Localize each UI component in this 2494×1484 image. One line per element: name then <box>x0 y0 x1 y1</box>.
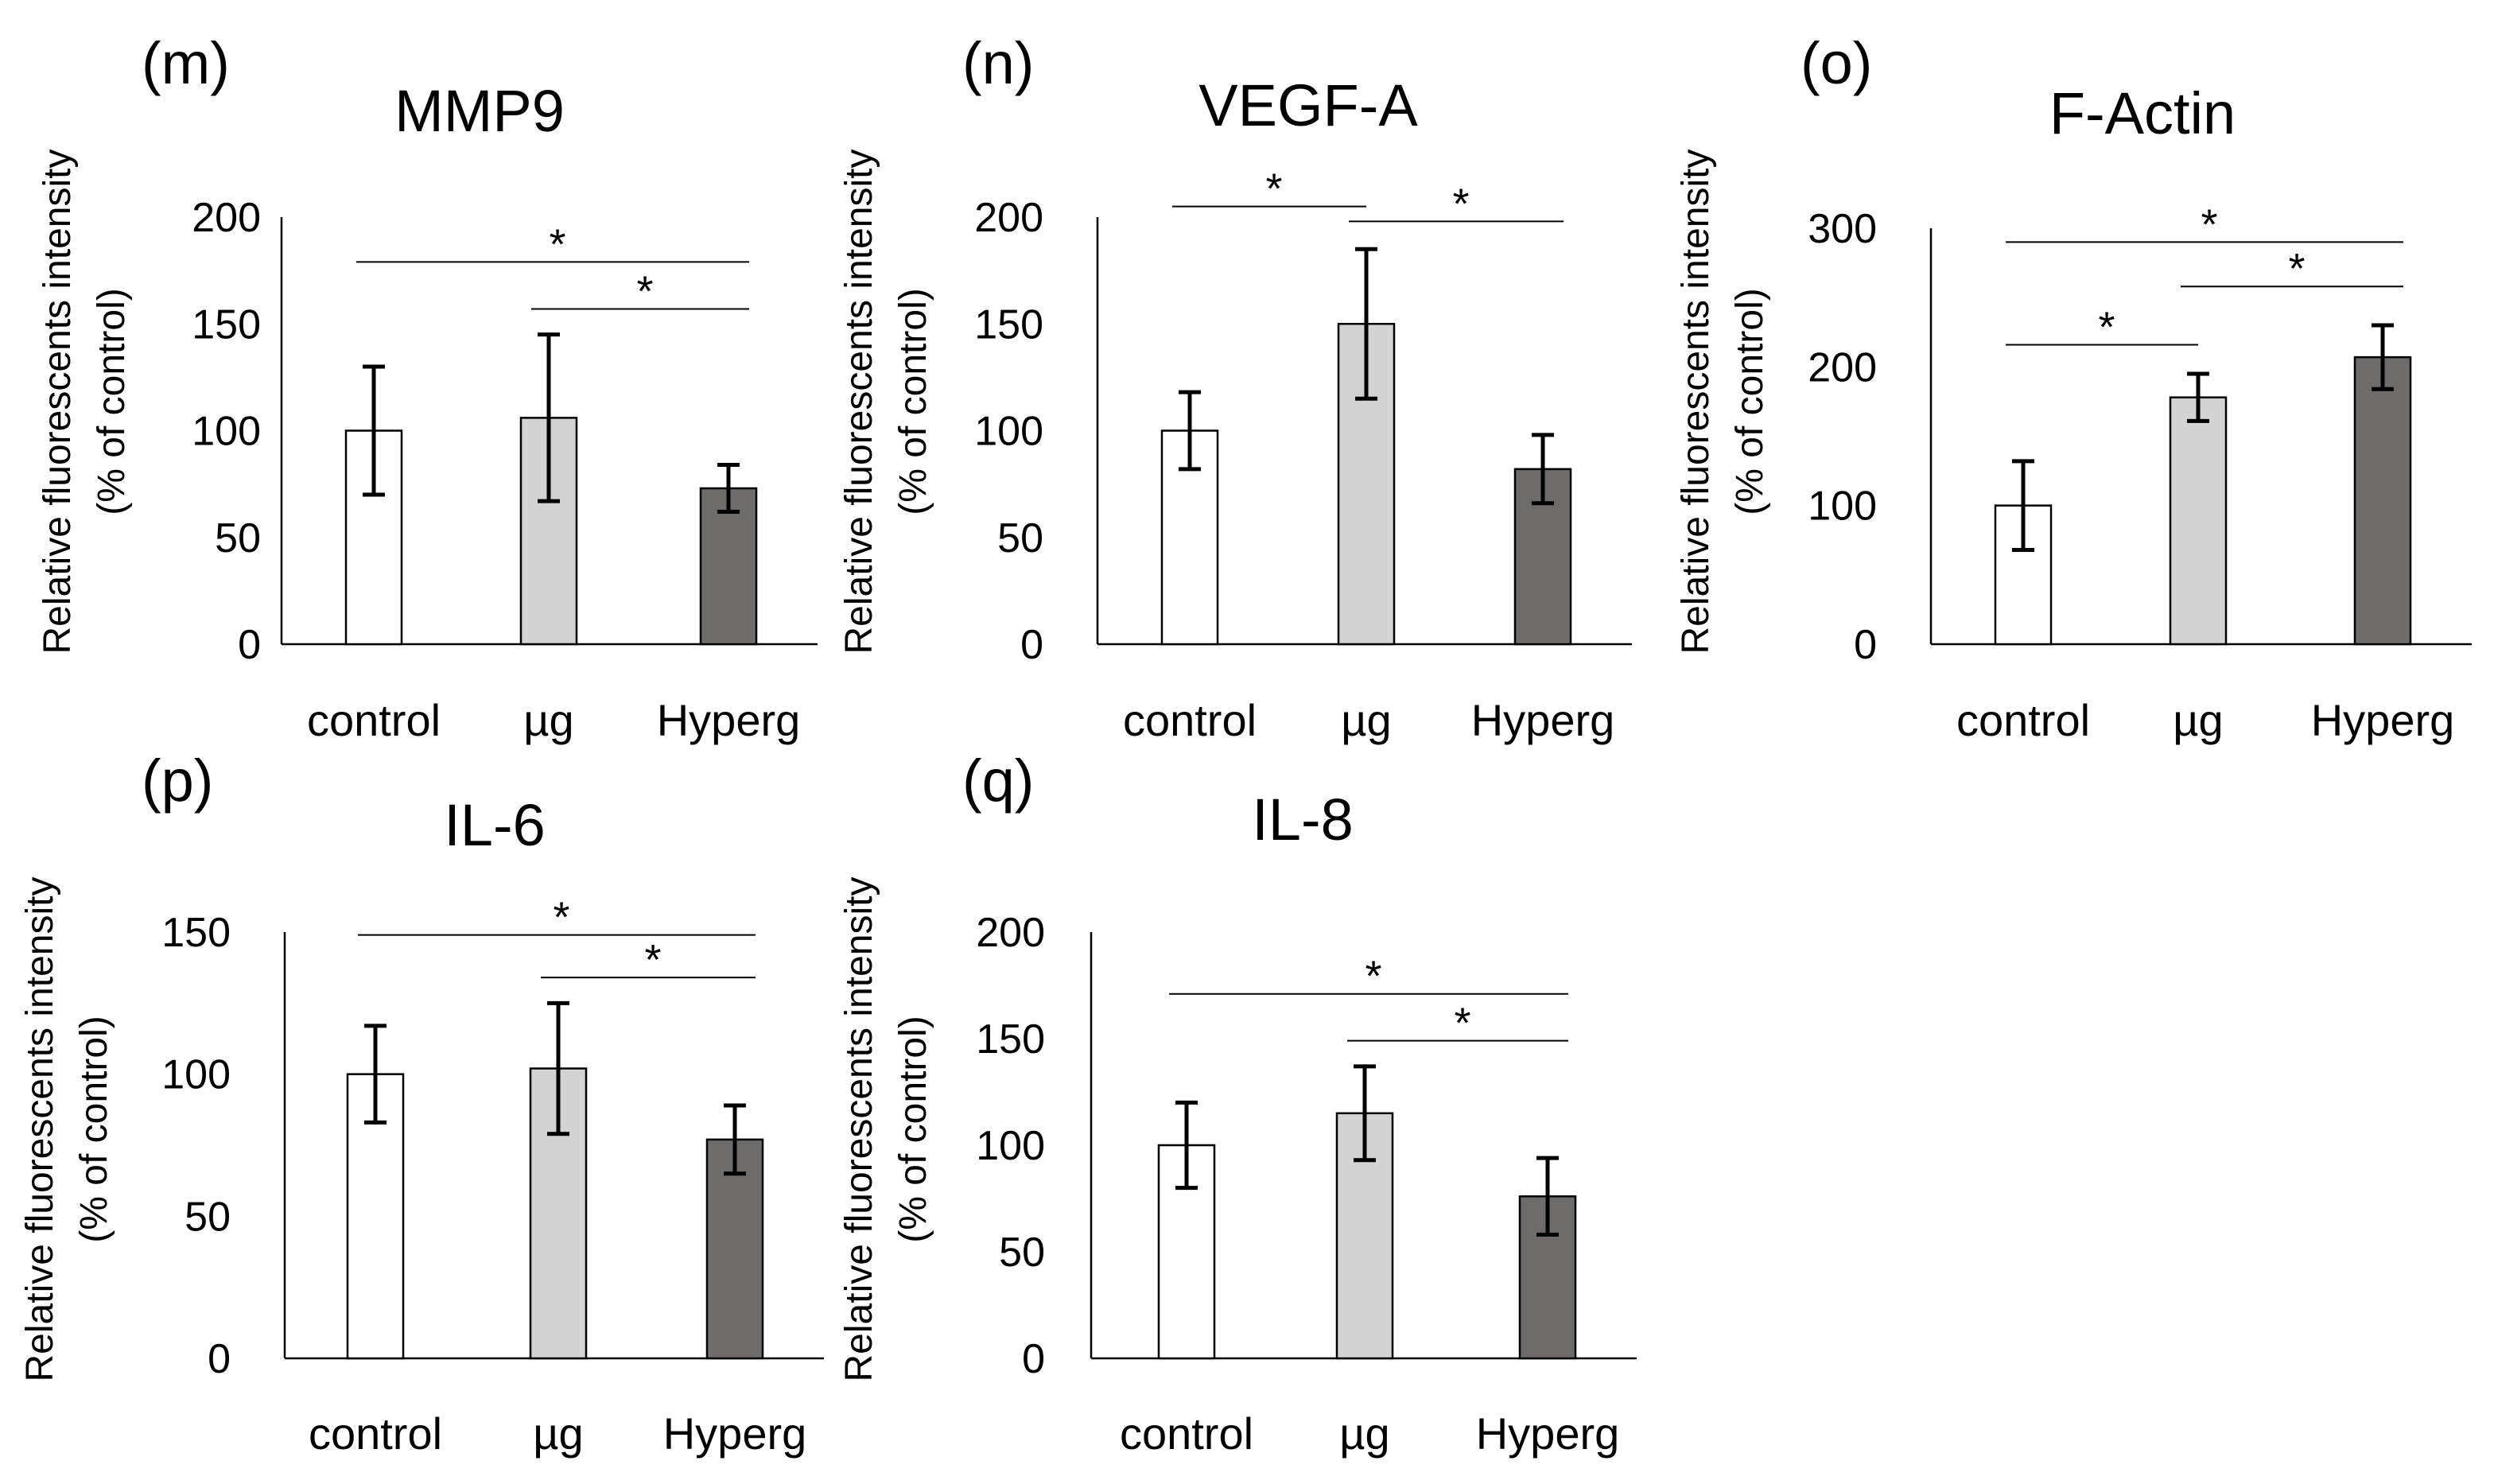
y-tick-label: 0 <box>1020 622 1043 668</box>
y-tick-label: 200 <box>1808 344 1877 390</box>
chart-panel-2: (n) VEGF-A Relative fluorescents intensity… <box>838 30 1632 745</box>
y-axis-label-unit: (% of control) <box>73 1016 115 1242</box>
x-tick-label: µg <box>1339 1408 1389 1459</box>
y-axis-label: Relative fluorescents intensity <box>1675 150 1717 655</box>
y-tick-label: 150 <box>161 910 231 956</box>
chart-panel-1: (m) MMP9 Relative fluorescents intensity (%… <box>37 30 818 745</box>
significance-star: * <box>2201 200 2217 248</box>
panel-label: (q) <box>962 748 1034 814</box>
bar-control <box>1994 504 2053 646</box>
significance-star: * <box>2098 303 2115 351</box>
x-tick-label: µg <box>2173 695 2223 745</box>
bar-Hyperg <box>2353 355 2412 646</box>
x-tick-label: Hyperg <box>657 695 801 745</box>
y-tick-label: 0 <box>238 622 261 668</box>
chart-title: MMP9 <box>394 78 565 144</box>
x-tick-label: control <box>1956 695 2090 745</box>
y-tick-label: 0 <box>1022 1336 1045 1382</box>
significance-star: * <box>1365 953 1381 1000</box>
chart-panel-5: (q) IL-8 Relative fluorescents intensity (%… <box>838 748 1637 1459</box>
panel-label: (o) <box>1801 30 1872 96</box>
bar-µg <box>519 417 578 646</box>
x-tick-label: control <box>1120 1408 1253 1459</box>
x-tick-label: control <box>309 1408 442 1459</box>
y-axis-label-unit: (% of control) <box>892 288 934 515</box>
x-tick-label: control <box>307 695 441 745</box>
y-tick-label: 200 <box>192 195 261 241</box>
y-tick-label: 100 <box>192 409 261 455</box>
chart-title: IL-6 <box>444 792 546 858</box>
panel-label: (p) <box>142 748 213 814</box>
bar-µg <box>2169 396 2228 646</box>
y-tick-label: 150 <box>976 1016 1045 1062</box>
y-tick-label: 50 <box>215 515 261 561</box>
y-axis-label-unit: (% of control) <box>91 288 133 515</box>
y-tick-label: 200 <box>974 195 1043 241</box>
chart-title: IL-8 <box>1252 787 1354 853</box>
y-tick-label: 50 <box>185 1194 231 1240</box>
x-tick-label: µg <box>1341 695 1391 745</box>
y-tick-label: 300 <box>1808 206 1877 252</box>
chart-panel-3: (o) F-Actin Relative fluorescents intensit… <box>1675 30 2472 745</box>
significance-star: * <box>644 936 661 984</box>
y-tick-label: 150 <box>192 301 261 348</box>
y-axis-label: Relative fluorescents intensity <box>838 877 880 1382</box>
y-tick-label: 100 <box>161 1052 231 1098</box>
y-tick-label: 0 <box>1854 622 1877 668</box>
y-tick-label: 50 <box>997 515 1043 561</box>
significance-star: * <box>1452 180 1469 227</box>
y-tick-label: 0 <box>208 1336 231 1382</box>
x-tick-label: Hyperg <box>663 1408 807 1459</box>
y-tick-label: 50 <box>999 1230 1045 1276</box>
panel-label: (n) <box>962 30 1034 96</box>
significance-star: * <box>1265 165 1282 213</box>
y-axis-label-unit: (% of control) <box>1729 288 1771 515</box>
x-tick-label: µg <box>533 1408 583 1459</box>
significance-star: * <box>549 220 565 268</box>
x-tick-label: µg <box>523 695 573 745</box>
x-tick-label: Hyperg <box>1471 695 1615 745</box>
x-tick-label: Hyperg <box>2311 695 2455 745</box>
bar-Hyperg <box>705 1138 764 1360</box>
y-axis-label: Relative fluorescents intensity <box>19 877 61 1382</box>
significance-star: * <box>636 267 653 315</box>
y-tick-label: 200 <box>976 910 1045 956</box>
panel-label: (m) <box>142 30 230 96</box>
significance-star: * <box>2288 245 2305 293</box>
significance-star: * <box>1454 1000 1470 1047</box>
chart-panel-4: (p) IL-6 Relative fluorescents intensity (%… <box>19 748 824 1459</box>
x-tick-label: Hyperg <box>1476 1408 1620 1459</box>
bar-Hyperg <box>699 487 758 646</box>
y-axis-label: Relative fluorescents intensity <box>838 150 880 655</box>
y-tick-label: 100 <box>974 409 1043 455</box>
x-tick-label: control <box>1123 695 1257 745</box>
chart-title: VEGF-A <box>1198 72 1418 138</box>
y-axis-label-unit: (% of control) <box>892 1016 934 1242</box>
chart-title: F-Actin <box>2049 80 2236 146</box>
y-axis-label: Relative fluorescents intensity <box>37 150 79 655</box>
y-tick-label: 100 <box>1808 484 1877 530</box>
y-tick-label: 150 <box>974 301 1043 348</box>
y-tick-label: 100 <box>976 1123 1045 1169</box>
significance-star: * <box>553 894 569 942</box>
